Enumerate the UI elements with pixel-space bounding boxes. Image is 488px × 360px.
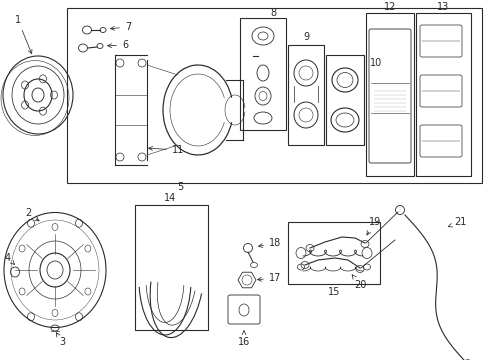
Bar	[135, 205, 207, 330]
Text: 14: 14	[163, 193, 176, 203]
Text: 21: 21	[447, 217, 465, 227]
Bar	[325, 55, 363, 145]
Text: 18: 18	[258, 238, 281, 248]
Bar	[415, 13, 470, 176]
Text: 11: 11	[148, 145, 184, 155]
Text: 10: 10	[369, 58, 381, 68]
Text: 7: 7	[110, 22, 131, 32]
Bar	[240, 18, 285, 130]
Text: 15: 15	[327, 287, 340, 297]
Bar	[67, 8, 481, 183]
Text: 17: 17	[257, 273, 281, 283]
Bar	[287, 222, 379, 284]
Text: 3: 3	[56, 333, 65, 347]
Text: 8: 8	[269, 8, 276, 18]
Text: 6: 6	[107, 40, 128, 50]
Text: 12: 12	[383, 2, 395, 12]
Bar	[287, 45, 324, 145]
Text: 13: 13	[436, 2, 448, 12]
Text: 1: 1	[15, 15, 32, 54]
Text: 4: 4	[5, 253, 14, 264]
Text: 5: 5	[177, 182, 183, 192]
Text: 2: 2	[25, 208, 39, 221]
Bar	[365, 13, 413, 176]
Text: 16: 16	[237, 331, 250, 347]
Text: 9: 9	[303, 32, 308, 42]
Text: 19: 19	[366, 217, 380, 235]
Text: 20: 20	[351, 275, 366, 290]
